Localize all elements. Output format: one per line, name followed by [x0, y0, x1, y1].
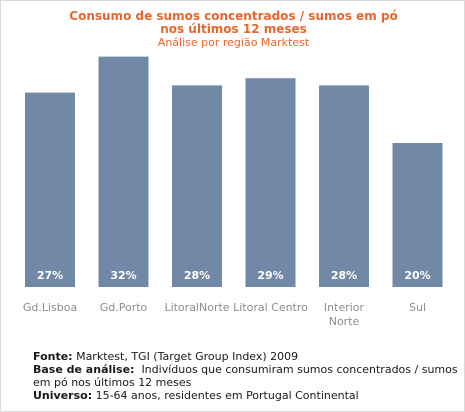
bar-4: [245, 78, 296, 287]
chart-title-line-2: nos últimos 12 meses: [160, 22, 307, 36]
source-label: Fonte:: [33, 350, 73, 363]
bar-1: [25, 92, 75, 287]
category-label-6: Sul: [409, 301, 426, 314]
source-line: Fonte: Marktest, TGI (Target Group Index…: [33, 350, 461, 363]
base-text: Indivíduos que consumiram sumos concentr…: [33, 363, 458, 389]
bar-value-label-2: 32%: [110, 269, 136, 282]
bar-3: [172, 85, 222, 288]
chart-title-line-1: Consumo de sumos concentrados / sumos em…: [69, 9, 398, 23]
bar-6: [392, 143, 443, 287]
bar-value-label-4: 29%: [257, 269, 283, 282]
universe-label: Universo:: [33, 389, 93, 402]
category-label-2: Gd.Porto: [100, 301, 148, 314]
category-label-1: Gd.Lisboa: [23, 301, 77, 314]
category-label-4: Litoral Centro: [233, 301, 308, 314]
bar-value-label-1: 27%: [37, 269, 63, 282]
chart-footer: Fonte: Marktest, TGI (Target Group Index…: [33, 350, 461, 402]
bar-value-label-5: 28%: [331, 269, 357, 282]
base-line: Base de análise: Indivíduos que consumir…: [33, 363, 461, 389]
bar-2: [98, 56, 149, 287]
bar-chart: 27% Gd.Lisboa 32% Gd.Porto 28% LitoralNorte 29…: [23, 56, 443, 328]
category-label-3: LitoralNorte: [164, 301, 229, 314]
chart-subtitle: Análise por região Marktest: [157, 36, 310, 49]
bar-value-label-6: 20%: [404, 269, 430, 282]
category-label-5: Interior Norte: [324, 301, 365, 328]
source-text: Marktest, TGI (Target Group Index) 2009: [76, 350, 299, 363]
universe-text: 15-64 anos, residentes em Portugal Conti…: [95, 389, 359, 402]
universe-line: Universo: 15-64 anos, residentes em Port…: [33, 389, 461, 402]
base-label: Base de análise:: [33, 363, 135, 376]
bar-value-label-3: 28%: [184, 269, 210, 282]
bar-5: [319, 85, 369, 288]
